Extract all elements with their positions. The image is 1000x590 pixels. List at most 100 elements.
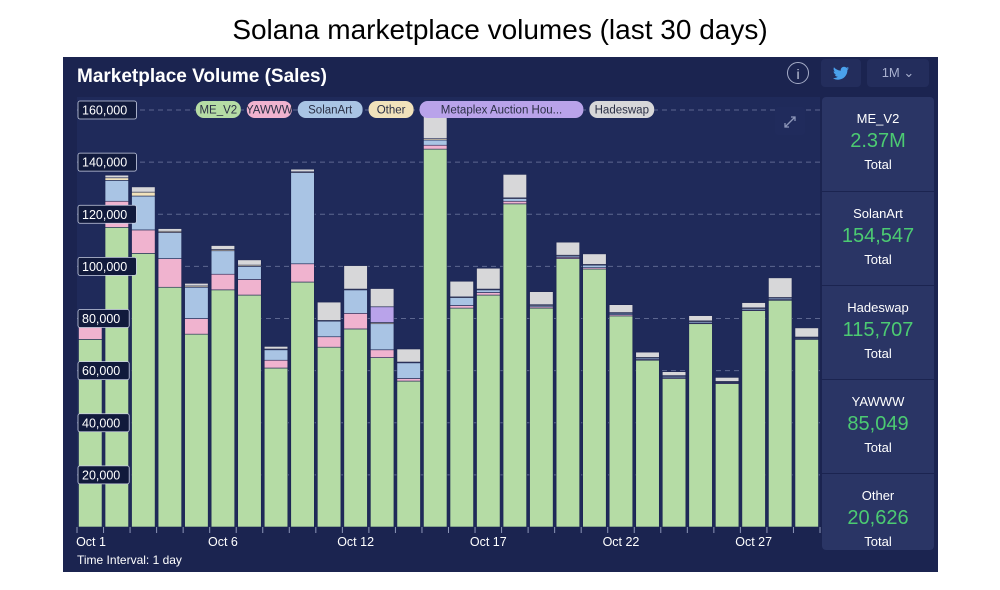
bar-segment (608, 304, 634, 313)
legend-label: YAWWW (246, 105, 293, 117)
bar-segment (131, 186, 156, 193)
bar-segment (317, 301, 342, 321)
bar-segment (476, 294, 501, 528)
legend-label: ME_V2 (199, 105, 237, 117)
bar-segment (237, 266, 262, 280)
bar-segment (449, 280, 474, 298)
stat-other: Other 20,626 Total (822, 474, 934, 549)
legend-item-solanart[interactable]: SolanArt (297, 101, 363, 118)
stat-unit: Total (864, 440, 892, 455)
legend-label: Other (377, 105, 406, 117)
stat-value: 2.37M (850, 130, 906, 152)
bar-segment (317, 320, 342, 338)
legend-swatch (368, 101, 414, 118)
bar-segment (343, 328, 368, 528)
bar-segment (608, 315, 634, 528)
bar-segment (290, 172, 315, 265)
stat-name: Hadeswap (847, 300, 909, 315)
time-range-label: 1M (881, 65, 900, 80)
panel-title: Marketplace Volume (Sales) (77, 66, 327, 87)
bar-segment (396, 378, 421, 382)
divider (822, 285, 934, 286)
bar-segment (157, 232, 182, 259)
bar-segment (715, 383, 740, 528)
legend-label: Hadeswap (595, 105, 649, 117)
bar-segment (131, 229, 156, 254)
bar-segment (768, 299, 793, 528)
info-icon[interactable]: i (787, 62, 809, 84)
bar-segment (768, 277, 793, 298)
bar-segment (476, 289, 501, 293)
y-tick-label: 140,000 (82, 156, 127, 170)
bar-segment (794, 339, 819, 528)
y-tick-box (77, 100, 137, 120)
stat-value: 85,049 (847, 413, 909, 435)
legend-item-yawww[interactable]: YAWWW (246, 101, 293, 118)
bar-segment (423, 148, 448, 528)
bar-segment (237, 279, 262, 296)
bar-segment (555, 241, 580, 256)
figure-title: Solana marketplace volumes (last 30 days… (232, 14, 768, 45)
legend-swatch (589, 101, 655, 118)
bar-segment (78, 326, 103, 340)
bar-segment (476, 267, 501, 290)
bar-segment (661, 371, 687, 376)
bar-segment (343, 313, 368, 330)
y-tick-label: 80,000 (82, 312, 120, 326)
bar-segment (290, 281, 315, 528)
stat-unit: Total (864, 534, 892, 549)
bar-segment (794, 327, 819, 338)
stat-me-v2: ME_V2 2.37M Total (822, 97, 934, 172)
bar-segment (555, 258, 580, 528)
y-tick-box (77, 204, 137, 224)
bar-segment (582, 264, 607, 268)
expand-icon[interactable] (775, 107, 805, 135)
legend-swatch (246, 101, 292, 118)
bar-segment (502, 174, 527, 199)
x-tick-label: Oct 17 (470, 535, 507, 549)
bar-segment (502, 203, 527, 528)
y-tick-box (77, 361, 130, 381)
bar-segment (290, 263, 315, 283)
bar-segment (184, 283, 209, 287)
stat-unit: Total (864, 157, 892, 172)
bar-segment (715, 377, 740, 382)
bar-segment (263, 349, 289, 361)
twitter-icon (832, 66, 849, 80)
x-tick-label: Oct 1 (76, 535, 106, 549)
bar-segment (396, 348, 421, 363)
stat-name: SolanArt (853, 206, 903, 221)
x-tick-label: Oct 6 (208, 535, 238, 549)
bar-segment (370, 357, 395, 528)
x-tick-label: Oct 22 (603, 535, 640, 549)
stat-value: 154,547 (841, 225, 915, 247)
legend-item-hadeswap[interactable]: Hadeswap (589, 101, 655, 118)
legend-item-me-v2[interactable]: ME_V2 (195, 101, 241, 118)
time-range-select[interactable]: 1M ⌄ (867, 59, 929, 87)
bar-segment (343, 265, 368, 290)
y-tick-box (77, 413, 130, 433)
bar-segment (502, 198, 527, 202)
chart-panel: Marketplace Volume (Sales) i 1M ⌄ 20,000… (63, 57, 938, 572)
bar-segment (210, 250, 236, 275)
bar-segment (529, 307, 554, 528)
bar-segment (343, 289, 368, 314)
bar-segment (104, 177, 129, 181)
y-tick-label: 160,000 (82, 104, 127, 118)
legend-item-other[interactable]: Other (368, 101, 414, 118)
legend-item-metaplex-auction-hou-[interactable]: Metaplex Auction Hou... (419, 101, 584, 118)
bar-segment (529, 291, 554, 306)
divider (822, 473, 934, 474)
twitter-share-button[interactable] (821, 59, 861, 87)
bar-segment (396, 362, 421, 379)
bar-segment (449, 305, 474, 309)
y-tick-label: 40,000 (82, 416, 120, 430)
bar-segment (104, 174, 129, 179)
chart-svg: 20,000 40,000 60,000 80,000 100,000 120,000 14… (76, 97, 821, 549)
legend: ME_V2 YAWWW SolanArt Other Metaplex Auction … (195, 101, 655, 118)
bar-segment (370, 306, 395, 323)
stat-name: ME_V2 (856, 111, 900, 126)
bar-segment (688, 323, 713, 528)
y-tick-box (77, 465, 130, 485)
bar-segment (210, 289, 236, 528)
